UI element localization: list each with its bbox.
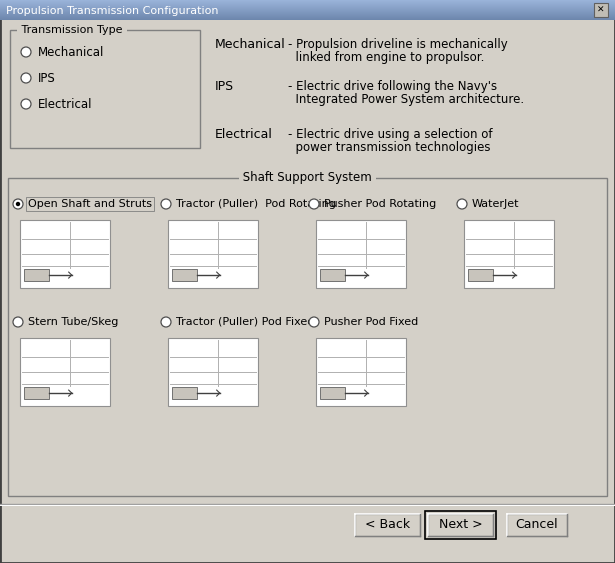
Bar [316,338,406,406]
Circle shape [457,199,467,209]
Bar [172,387,197,399]
Bar [594,3,608,17]
Bar [0,0,615,1]
Text: linked from engine to propulsor.: linked from engine to propulsor. [288,51,485,64]
Bar [320,387,345,399]
Bar [24,387,49,399]
Bar [0,14,615,15]
Text: Electrical: Electrical [38,97,92,110]
Text: - Propulsion driveline is mechanically: - Propulsion driveline is mechanically [288,38,508,51]
Text: power transmission technologies: power transmission technologies [288,141,491,154]
Bar [425,511,496,539]
Text: IPS: IPS [215,80,234,93]
Bar [0,7,615,8]
Bar [10,30,200,148]
Text: Integrated Power System architecture.: Integrated Power System architecture. [288,93,524,106]
Bar [20,338,110,406]
Bar [355,514,420,536]
Text: Cancel: Cancel [516,519,558,531]
Bar [0,6,615,7]
Bar [20,220,110,288]
Text: Mechanical: Mechanical [215,38,286,51]
Bar [464,220,554,288]
Text: Pusher Pod Rotating: Pusher Pod Rotating [324,199,436,209]
Text: Shaft Support System: Shaft Support System [239,172,376,185]
Text: Transmission Type: Transmission Type [18,25,126,35]
Bar [172,269,197,281]
Bar [320,269,345,281]
Bar [0,12,615,13]
Text: IPS: IPS [38,72,56,84]
Text: < Back: < Back [365,519,410,531]
Bar [0,0,615,20]
Circle shape [309,199,319,209]
Circle shape [16,202,20,206]
Bar [0,4,615,5]
Text: Open Shaft and Struts: Open Shaft and Struts [28,199,152,209]
Circle shape [13,317,23,327]
Text: Next >: Next > [438,519,482,531]
Text: - Electric drive following the Navy's: - Electric drive following the Navy's [288,80,497,93]
Bar [0,15,615,16]
Bar [0,17,615,18]
Text: Stern Tube/Skeg: Stern Tube/Skeg [28,317,118,327]
Text: WaterJet: WaterJet [472,199,520,209]
Bar [0,5,615,6]
Bar [168,338,258,406]
Bar [0,11,615,12]
Text: - Electric drive using a selection of: - Electric drive using a selection of [288,128,493,141]
Bar [0,16,615,17]
Bar [0,1,615,2]
Bar [316,220,406,288]
Text: Tractor (Puller) Pod Fixed: Tractor (Puller) Pod Fixed [176,317,314,327]
Bar [0,13,615,14]
Bar [0,2,615,3]
Bar [8,178,607,496]
Bar [0,3,615,4]
Text: Propulsion Transmission Configuration: Propulsion Transmission Configuration [6,6,218,16]
Bar [507,514,567,536]
Text: ✕: ✕ [597,6,605,15]
Text: Mechanical: Mechanical [38,46,105,59]
Bar [168,220,258,288]
Bar [0,9,615,10]
Bar [0,10,615,11]
Bar [0,18,615,19]
Circle shape [161,199,171,209]
Circle shape [161,317,171,327]
Text: Electrical: Electrical [215,128,273,141]
Bar [0,8,615,9]
Text: Pusher Pod Fixed: Pusher Pod Fixed [324,317,418,327]
Bar [428,514,493,536]
Text: Tractor (Puller)  Pod Rotating: Tractor (Puller) Pod Rotating [176,199,336,209]
Circle shape [21,73,31,83]
Bar [24,269,49,281]
Bar [0,19,615,20]
Circle shape [21,99,31,109]
Circle shape [21,47,31,57]
Circle shape [309,317,319,327]
Bar [468,269,493,281]
Circle shape [13,199,23,209]
